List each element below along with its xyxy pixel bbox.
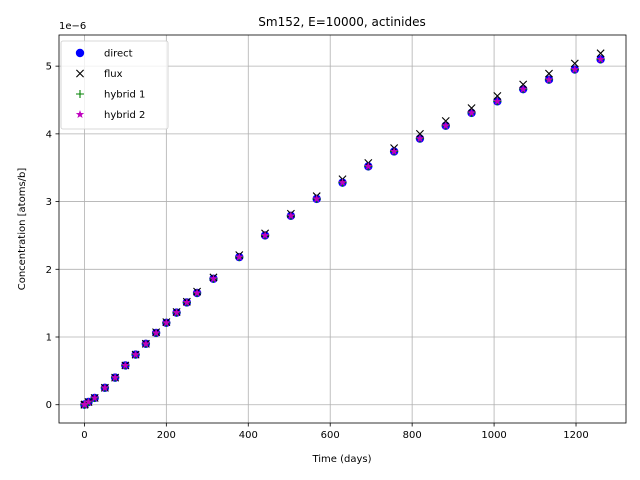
legend-label: hybrid 2 <box>104 110 145 121</box>
data-point <box>121 361 130 369</box>
data-point <box>467 104 476 113</box>
data-point <box>172 308 181 317</box>
data-point <box>131 350 140 359</box>
data-point <box>141 339 151 348</box>
series-hybrid-2 <box>80 54 605 409</box>
legend-label: direct <box>104 49 133 60</box>
y-tick-label: 3 <box>46 197 52 208</box>
data-point <box>209 274 218 283</box>
data-point <box>110 373 120 382</box>
data-point <box>570 65 579 74</box>
data-point <box>570 59 579 68</box>
x-tick-label: 600 <box>321 430 340 441</box>
data-point <box>162 318 171 327</box>
chart-title: Sm152, E=10000, actinides <box>258 15 425 29</box>
data-point <box>519 80 528 89</box>
y-tick-label: 0 <box>46 400 52 411</box>
legend-frame <box>60 40 169 130</box>
data-point <box>415 134 425 143</box>
x-tick-label: 1200 <box>563 430 588 441</box>
y-tick-label: 2 <box>46 265 52 276</box>
data-point <box>415 129 424 138</box>
data-point <box>467 108 476 117</box>
y-tick-label: 1 <box>46 333 52 344</box>
data-point <box>596 54 605 63</box>
data-point <box>493 96 502 105</box>
y-axis-label: Concentration [atoms/b] <box>17 168 28 291</box>
plot-frame <box>58 34 627 424</box>
x-tick-label: 800 <box>403 430 422 441</box>
data-point <box>80 400 89 409</box>
data-point <box>338 178 347 187</box>
y-scale-note: 1e−6 <box>59 21 86 32</box>
data-point <box>100 383 110 392</box>
data-point <box>235 252 244 261</box>
data-point <box>518 84 528 93</box>
legend-marker <box>76 90 84 98</box>
data-marks <box>80 49 605 409</box>
data-point <box>182 298 192 307</box>
data-point <box>260 231 270 239</box>
data-point <box>90 393 99 402</box>
y-tick-label: 5 <box>46 62 52 73</box>
legend-marker <box>75 110 85 119</box>
x-tick-label: 1000 <box>481 430 506 441</box>
data-point <box>312 194 321 203</box>
x-tick-label: 200 <box>157 430 176 441</box>
data-point <box>441 121 450 130</box>
data-point <box>596 49 605 58</box>
data-point <box>286 211 296 220</box>
legend-label: hybrid 1 <box>104 90 145 101</box>
data-point <box>192 288 202 297</box>
data-point <box>389 147 399 156</box>
legend-marker <box>75 48 85 58</box>
data-point <box>364 161 373 170</box>
data-point <box>493 91 502 100</box>
x-axis-label: Time (days) <box>311 454 371 465</box>
data-point <box>441 117 450 125</box>
legend-marker <box>76 69 84 78</box>
x-tick-label: 400 <box>239 430 258 441</box>
x-tick-label: 0 <box>81 430 87 441</box>
data-point <box>84 397 93 406</box>
data-point <box>544 75 554 84</box>
legend-label: flux <box>104 69 123 80</box>
data-point <box>544 69 553 78</box>
data-point <box>151 328 161 337</box>
y-tick-label: 4 <box>46 129 52 140</box>
legend: direct flux hybrid 1 hybrid 2 <box>60 40 169 130</box>
x-axis-ticks: 0 200 400 600 800 1000 1200 <box>81 423 589 441</box>
y-axis-ticks: 0 1 2 3 4 5 <box>46 62 59 411</box>
